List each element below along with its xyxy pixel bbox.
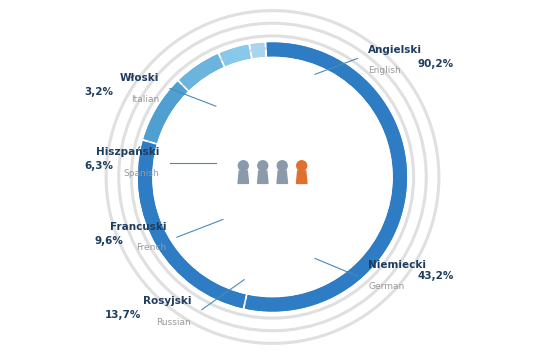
- Wedge shape: [251, 43, 265, 58]
- Wedge shape: [233, 78, 260, 114]
- Text: Włoski: Włoski: [120, 73, 159, 83]
- Text: 9,6%: 9,6%: [95, 236, 124, 246]
- Text: 3,2%: 3,2%: [84, 87, 113, 97]
- Circle shape: [170, 74, 375, 280]
- Circle shape: [153, 57, 392, 297]
- Wedge shape: [252, 76, 373, 278]
- Wedge shape: [251, 43, 265, 58]
- Wedge shape: [179, 54, 223, 90]
- Text: Angielski: Angielski: [368, 45, 422, 55]
- Wedge shape: [245, 42, 407, 312]
- Text: Russian: Russian: [156, 318, 191, 327]
- Circle shape: [258, 161, 268, 171]
- Wedge shape: [138, 141, 246, 308]
- Wedge shape: [143, 82, 187, 143]
- Wedge shape: [220, 45, 251, 66]
- Wedge shape: [175, 105, 224, 158]
- Wedge shape: [202, 85, 245, 127]
- Wedge shape: [202, 85, 245, 127]
- Text: 90,2%: 90,2%: [417, 59, 454, 69]
- Wedge shape: [256, 76, 268, 109]
- Circle shape: [205, 110, 340, 244]
- Circle shape: [296, 161, 307, 171]
- Wedge shape: [172, 150, 257, 275]
- Circle shape: [204, 109, 341, 245]
- Text: 6,3%: 6,3%: [84, 161, 113, 171]
- Text: Spanish: Spanish: [124, 169, 159, 178]
- Wedge shape: [143, 82, 187, 143]
- Text: Italian: Italian: [131, 95, 159, 104]
- Text: Hiszpański: Hiszpański: [96, 147, 159, 158]
- Wedge shape: [179, 54, 223, 90]
- Wedge shape: [252, 76, 373, 278]
- Text: English: English: [368, 66, 401, 75]
- Polygon shape: [257, 171, 268, 183]
- Wedge shape: [138, 141, 246, 308]
- Text: German: German: [368, 282, 404, 291]
- Wedge shape: [233, 78, 260, 114]
- Wedge shape: [256, 76, 268, 109]
- Wedge shape: [245, 42, 407, 312]
- Text: Francuski: Francuski: [110, 222, 166, 232]
- Polygon shape: [238, 171, 249, 183]
- Wedge shape: [172, 150, 257, 275]
- Polygon shape: [296, 171, 307, 183]
- Text: Rosyjski: Rosyjski: [143, 296, 191, 306]
- Wedge shape: [220, 45, 251, 66]
- Circle shape: [277, 161, 287, 171]
- Circle shape: [238, 161, 249, 171]
- Text: Niemiecki: Niemiecki: [368, 261, 426, 270]
- Text: 13,7%: 13,7%: [105, 310, 142, 320]
- Text: 43,2%: 43,2%: [417, 271, 454, 281]
- Circle shape: [168, 73, 377, 281]
- Wedge shape: [175, 105, 224, 158]
- Text: French: French: [136, 243, 166, 252]
- Polygon shape: [277, 171, 288, 183]
